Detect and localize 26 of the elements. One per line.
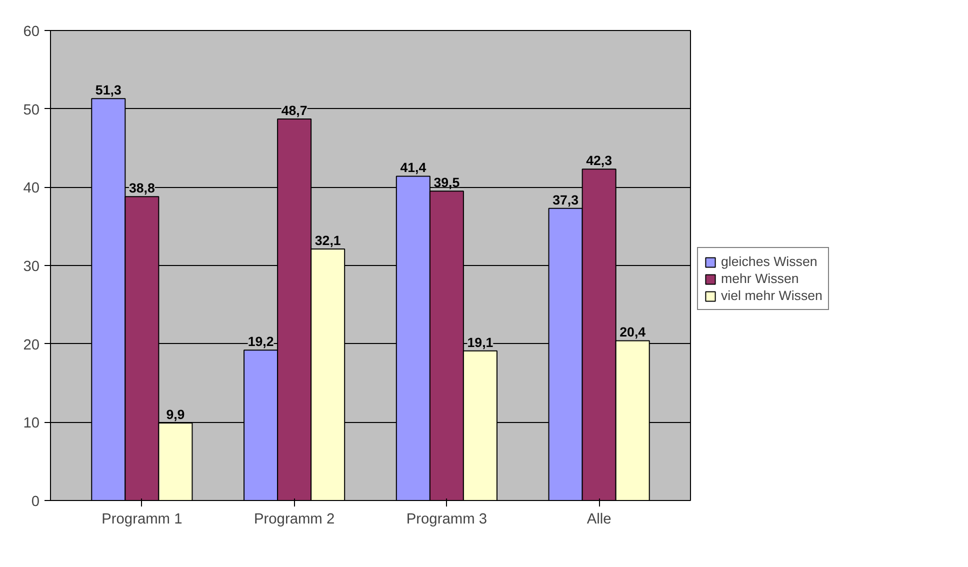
- data-label: 38,8: [128, 180, 155, 196]
- data-label: 51,3: [95, 82, 122, 98]
- x-tick-label: Programm 1: [102, 512, 182, 528]
- y-tick-label: 10: [23, 416, 40, 432]
- data-label: 41,4: [400, 160, 427, 176]
- data-label: 32,1: [314, 233, 342, 248]
- x-tick-label: Alle: [586, 512, 612, 528]
- data-label: 39,5: [434, 175, 460, 190]
- data-label: 48,7: [281, 103, 308, 118]
- x-tick-label: Programm 2: [254, 512, 335, 528]
- y-tick-label: 50: [23, 102, 40, 118]
- data-label: 20,4: [620, 324, 646, 340]
- y-tick-label: 30: [23, 259, 40, 275]
- data-label: 9,9: [166, 406, 185, 422]
- y-tick-label: 40: [23, 180, 40, 197]
- data-label: 42,3: [586, 153, 612, 168]
- legend-label: mehr Wissen: [721, 271, 799, 286]
- data-label: 19,1: [467, 334, 494, 350]
- y-tick-label: 20: [23, 337, 40, 354]
- y-tick-label: 60: [23, 24, 40, 40]
- x-tick-label: Programm 3: [406, 512, 488, 528]
- y-tick-label: 0: [31, 494, 40, 510]
- data-label: 19,2: [248, 334, 274, 350]
- legend-label: viel mehr Wissen: [721, 288, 822, 303]
- legend-label: gleiches Wissen: [721, 254, 818, 269]
- data-label: 37,3: [552, 192, 579, 208]
